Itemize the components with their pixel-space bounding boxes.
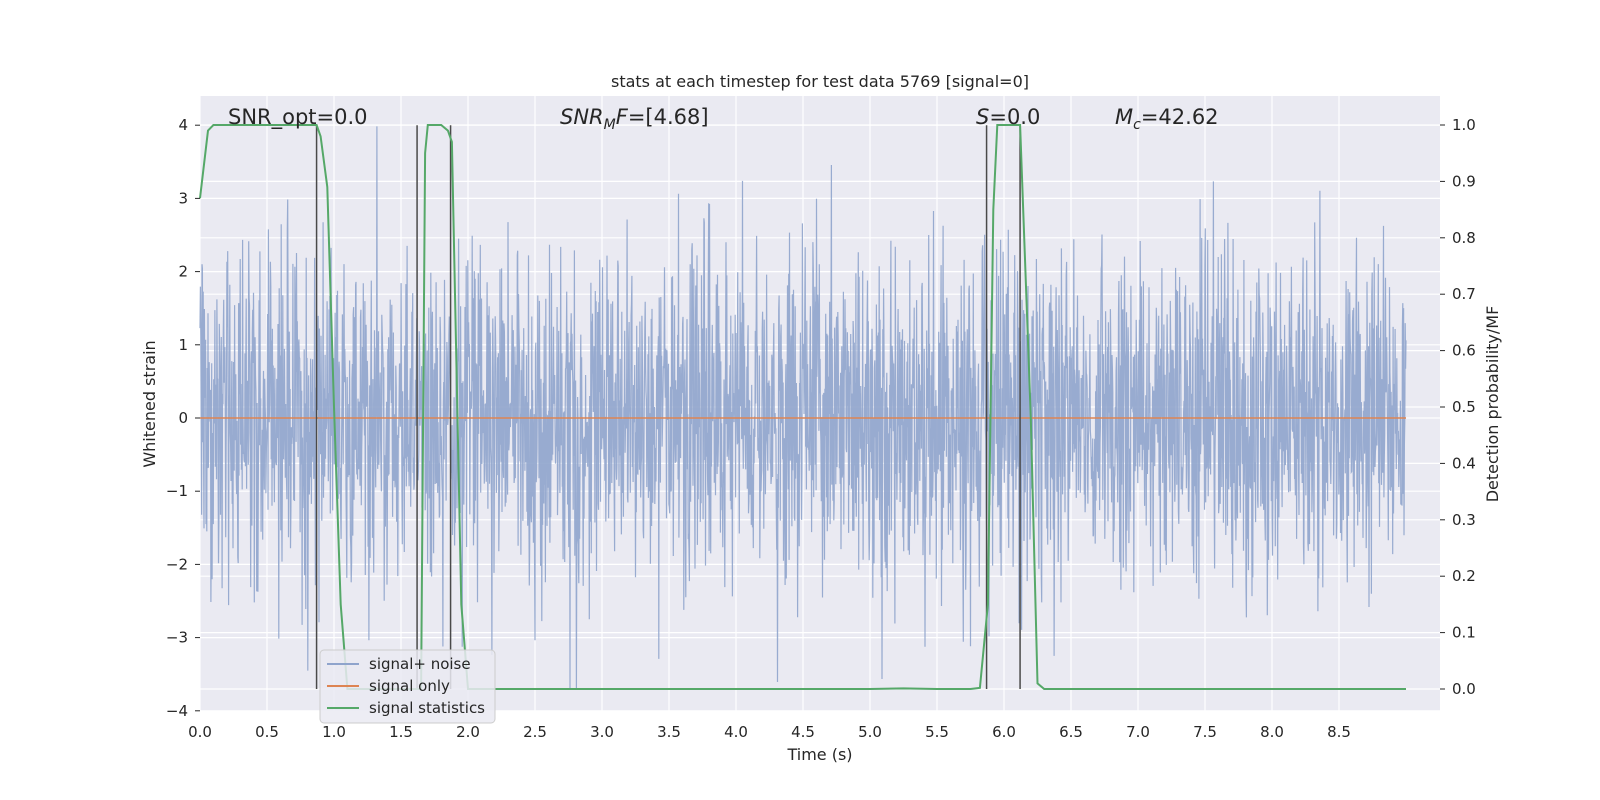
annotation-snr-mf-tail: F [616,105,629,129]
annotation-snr-mf-symbol: SNR [560,105,604,129]
x-tick-label: 4.5 [791,723,815,741]
annotation-mc-value: =42.62 [1141,105,1219,129]
annotation-snr-mf-value: =[4.68] [628,105,709,129]
series-signal-noise [199,126,1407,689]
x-tick-label: 7.5 [1193,723,1217,741]
x-tick-label: 6.0 [992,723,1016,741]
annotation-s-value: =0.0 [989,105,1040,129]
x-tick-label: 1.0 [322,723,346,741]
series-signal-statistics [199,124,1406,690]
y2-tick-label: 0.5 [1452,398,1476,416]
noise-line [199,126,1407,689]
y-axis-ticks: 4 3 2 1 0 −1 −2 −3 −4 [166,116,200,720]
x-tick-label: 5.5 [925,723,949,741]
y2-tick-label: 0.9 [1452,172,1476,190]
x-tick-label: 4.0 [724,723,748,741]
legend: signal+ noise signal only signal statist… [319,649,496,724]
x-axis-ticks: 0.0 0.5 1.0 1.5 2.0 2.5 3.0 3.5 4.0 4.5 5.0 5.5 6.0 6… [188,723,1351,741]
y2-tick-label: 0.7 [1452,285,1476,303]
legend-label-signal-only: signal only [369,677,450,695]
y-tick-label: 1 [178,336,188,354]
y2-tick-label: 1.0 [1452,116,1476,134]
y-tick-label: −3 [166,629,188,647]
legend-box [319,649,496,724]
x-tick-label: 1.5 [389,723,413,741]
x-tick-label: 3.0 [590,723,614,741]
x-axis-label: Time (s) [786,745,852,764]
y-axis-label: Whitened strain [140,340,159,467]
y-tick-label: 2 [178,263,188,281]
x-tick-label: 3.5 [657,723,681,741]
x-tick-label: 2.0 [456,723,480,741]
y-tick-label: 0 [178,409,188,427]
y-tick-label: −1 [166,482,188,500]
annotation-snr-mf: SNRMF=[4.68] [560,105,709,133]
x-tick-label: 8.5 [1327,723,1351,741]
y2-tick-label: 0.6 [1452,342,1476,360]
annotation-s-symbol: S [976,105,989,129]
annotation-s: S=0.0 [976,105,1040,129]
y2-tick-label: 0.8 [1452,229,1476,247]
y2-axis-ticks: 1.0 0.9 0.8 0.7 0.6 0.5 0.4 0.3 0.2 0.1 0.0 [1440,116,1476,698]
annotation-mc: Mc=42.62 [1115,105,1219,133]
annotation-mc-symbol: M [1115,105,1133,129]
y2-tick-label: 0.1 [1452,624,1476,642]
vertical-markers [315,125,1021,689]
x-tick-label: 5.0 [858,723,882,741]
annotation-mc-sub: c [1133,117,1141,133]
legend-label-signal-statistics: signal statistics [369,699,485,717]
y2-tick-label: 0.4 [1452,454,1476,472]
x-tick-label: 0.5 [255,723,279,741]
annotation-snr-opt: SNR_opt=0.0 [228,105,368,130]
y2-axis-label: Detection probability/MF [1483,306,1502,503]
x-tick-label: 8.0 [1260,723,1284,741]
x-tick-label: 6.5 [1059,723,1083,741]
annotation-snr-mf-sub: M [604,117,616,133]
legend-label-signal-noise: signal+ noise [369,655,471,673]
y2-tick-label: 0.3 [1452,511,1476,529]
x-tick-label: 7.0 [1126,723,1150,741]
y-tick-label: −4 [166,702,188,720]
y-tick-label: 3 [178,189,188,207]
x-tick-label: 0.0 [188,723,212,741]
y2-tick-label: 0.0 [1452,680,1476,698]
y-tick-label: 4 [178,116,188,134]
y-tick-label: −2 [166,555,188,573]
x-tick-label: 2.5 [523,723,547,741]
signal-statistics-line [199,124,1406,690]
chart-title: stats at each timestep for test data 576… [611,72,1029,91]
y2-tick-label: 0.2 [1452,567,1476,585]
